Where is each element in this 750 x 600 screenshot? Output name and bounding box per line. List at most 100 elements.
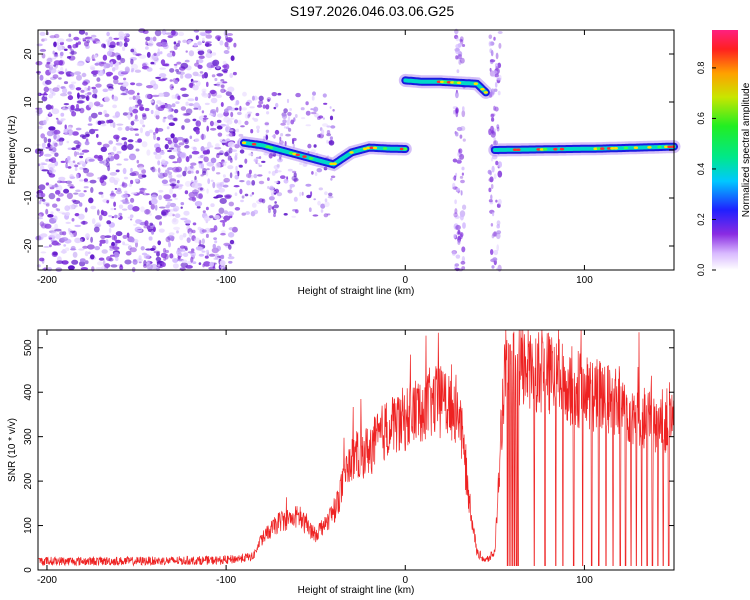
noise-speckle	[182, 170, 187, 177]
noise-speckle	[192, 222, 197, 226]
noise-speckle	[191, 182, 199, 189]
noise-speckle	[139, 187, 145, 194]
noise-speckle	[60, 51, 64, 57]
noise-speckle	[90, 254, 95, 260]
noise-speckle	[90, 67, 96, 71]
noise-speckle	[169, 188, 174, 195]
y-tick-label: 400	[23, 383, 34, 400]
noise-speckle	[131, 63, 138, 70]
noise-speckle	[184, 219, 192, 225]
noise-speckle	[109, 176, 116, 183]
noise-speckle	[213, 196, 219, 199]
trace-hotspot	[657, 145, 662, 149]
vertical-streak-speckle	[488, 199, 493, 203]
noise-speckle	[273, 164, 280, 170]
noise-speckle	[194, 201, 203, 207]
noise-speckle	[194, 138, 200, 142]
vertical-streak-speckle	[461, 246, 466, 253]
noise-speckle	[324, 201, 330, 208]
noise-speckle	[78, 213, 85, 220]
vertical-streak-speckle	[454, 34, 459, 40]
noise-speckle	[40, 192, 46, 198]
noise-speckle	[47, 143, 51, 148]
noise-speckle	[230, 107, 236, 112]
vertical-streak-speckle	[496, 232, 501, 240]
noise-speckle	[178, 142, 185, 146]
noise-speckle	[36, 108, 43, 115]
noise-speckle	[68, 204, 75, 210]
vertical-streak-speckle	[462, 204, 467, 210]
noise-speckle	[46, 57, 53, 63]
noise-speckle	[151, 230, 155, 235]
vertical-streak-speckle	[488, 187, 492, 193]
noise-speckle	[41, 163, 48, 166]
noise-speckle	[216, 65, 220, 69]
trace-hotspot	[623, 146, 629, 150]
noise-speckle	[102, 259, 106, 266]
noise-speckle	[120, 57, 126, 64]
noise-speckle	[184, 139, 188, 143]
noise-speckle	[168, 155, 176, 160]
noise-speckle	[75, 87, 82, 91]
noise-speckle	[176, 147, 181, 153]
noise-speckle	[214, 189, 220, 193]
noise-speckle	[97, 141, 102, 146]
noise-speckle	[137, 104, 144, 107]
noise-speckle	[53, 134, 57, 140]
noise-speckle	[79, 155, 84, 159]
noise-speckle	[205, 249, 209, 253]
noise-speckle	[93, 40, 96, 44]
noise-speckle	[73, 151, 78, 157]
noise-speckle	[128, 97, 133, 100]
noise-speckle	[87, 251, 91, 255]
noise-speckle	[284, 141, 287, 147]
noise-speckle	[106, 31, 110, 37]
noise-speckle	[79, 179, 84, 182]
noise-speckle	[173, 109, 179, 114]
y-tick-label: -10	[23, 190, 34, 205]
noise-speckle	[99, 120, 106, 124]
noise-speckle	[121, 81, 129, 87]
noise-speckle	[184, 166, 188, 173]
vertical-streak-speckle	[498, 74, 502, 81]
vertical-streak-speckle	[490, 131, 496, 138]
noise-speckle	[138, 173, 144, 179]
noise-speckle	[206, 81, 209, 87]
noise-speckle	[223, 177, 230, 183]
trace-hotspot	[664, 145, 669, 149]
noise-speckle	[169, 183, 177, 187]
noise-speckle	[196, 205, 201, 209]
noise-speckle	[70, 234, 74, 238]
noise-speckle	[150, 54, 158, 61]
noise-speckle	[170, 30, 176, 36]
noise-speckle	[220, 84, 225, 88]
noise-speckle	[115, 239, 122, 244]
noise-speckle	[228, 253, 232, 257]
trace-hotspot	[241, 141, 247, 145]
noise-speckle	[161, 262, 166, 267]
noise-speckle	[219, 198, 227, 204]
noise-speckle	[216, 119, 222, 123]
noise-speckle	[51, 147, 57, 153]
noise-speckle	[97, 70, 105, 76]
vertical-streak-speckle	[495, 160, 499, 166]
vertical-streak-speckle	[497, 62, 502, 69]
noise-speckle	[320, 209, 324, 213]
noise-speckle	[222, 64, 228, 68]
noise-speckle	[46, 267, 53, 272]
noise-speckle	[94, 62, 100, 66]
noise-speckle	[214, 215, 220, 220]
noise-speckle	[220, 232, 226, 236]
noise-speckle	[53, 215, 58, 221]
y-tick-label: 200	[23, 472, 34, 489]
noise-speckle	[229, 239, 235, 245]
noise-speckle	[224, 41, 229, 48]
noise-speckle	[74, 237, 82, 244]
noise-speckle	[204, 43, 212, 47]
y-tick-label: 300	[23, 428, 34, 445]
noise-speckle	[101, 43, 106, 48]
trace-hotspot	[443, 80, 448, 84]
noise-speckle	[282, 119, 287, 124]
noise-speckle	[35, 61, 43, 66]
vertical-streak-speckle	[488, 41, 492, 47]
